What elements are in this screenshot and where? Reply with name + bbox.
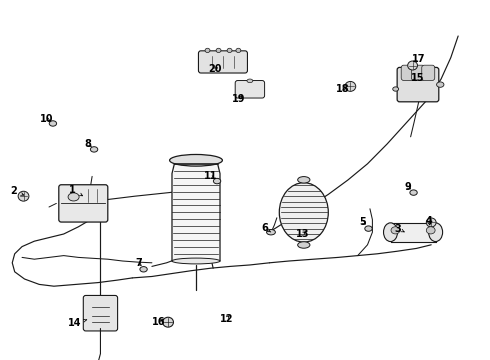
Ellipse shape xyxy=(426,227,435,234)
Text: 13: 13 xyxy=(295,229,309,239)
FancyBboxPatch shape xyxy=(397,67,439,102)
Text: 15: 15 xyxy=(411,73,424,84)
Ellipse shape xyxy=(170,154,222,166)
Text: 20: 20 xyxy=(208,64,221,75)
Ellipse shape xyxy=(267,230,275,235)
Text: 18: 18 xyxy=(336,84,350,94)
Ellipse shape xyxy=(298,242,310,248)
Ellipse shape xyxy=(247,79,253,83)
Text: 3: 3 xyxy=(394,224,404,234)
FancyBboxPatch shape xyxy=(198,51,247,73)
Text: 8: 8 xyxy=(85,139,92,149)
Ellipse shape xyxy=(68,193,79,201)
Ellipse shape xyxy=(365,226,372,231)
Text: 1: 1 xyxy=(69,185,82,196)
Ellipse shape xyxy=(408,61,417,70)
Text: 2: 2 xyxy=(10,186,24,196)
Bar xyxy=(172,164,220,261)
Text: 19: 19 xyxy=(232,94,246,104)
Text: 16: 16 xyxy=(152,317,166,327)
Ellipse shape xyxy=(18,191,29,201)
Ellipse shape xyxy=(49,121,57,126)
FancyBboxPatch shape xyxy=(59,185,108,222)
Ellipse shape xyxy=(393,87,399,91)
FancyBboxPatch shape xyxy=(422,65,435,80)
Text: 6: 6 xyxy=(261,223,271,233)
Ellipse shape xyxy=(163,317,173,327)
Ellipse shape xyxy=(90,147,98,152)
Text: 14: 14 xyxy=(68,318,87,328)
Text: 12: 12 xyxy=(220,314,233,324)
FancyBboxPatch shape xyxy=(83,296,118,331)
Ellipse shape xyxy=(214,179,221,184)
Ellipse shape xyxy=(140,266,147,272)
Text: 17: 17 xyxy=(412,54,425,64)
Ellipse shape xyxy=(279,183,328,242)
Ellipse shape xyxy=(426,218,436,227)
Text: 11: 11 xyxy=(204,171,218,181)
Ellipse shape xyxy=(205,48,210,53)
Ellipse shape xyxy=(391,227,400,234)
FancyBboxPatch shape xyxy=(412,65,424,80)
Text: 7: 7 xyxy=(135,258,142,268)
Ellipse shape xyxy=(298,176,310,183)
FancyBboxPatch shape xyxy=(401,65,414,80)
Ellipse shape xyxy=(437,82,444,87)
Text: 10: 10 xyxy=(40,114,53,124)
Ellipse shape xyxy=(345,81,356,91)
Ellipse shape xyxy=(227,48,232,53)
Ellipse shape xyxy=(410,190,417,195)
Ellipse shape xyxy=(384,223,397,242)
Bar xyxy=(391,223,436,242)
Text: 5: 5 xyxy=(359,217,366,227)
Ellipse shape xyxy=(172,258,220,264)
FancyBboxPatch shape xyxy=(235,81,265,98)
Ellipse shape xyxy=(236,48,241,53)
Text: 4: 4 xyxy=(425,216,432,226)
Ellipse shape xyxy=(216,48,221,53)
Text: 9: 9 xyxy=(404,182,411,192)
Ellipse shape xyxy=(429,223,442,242)
